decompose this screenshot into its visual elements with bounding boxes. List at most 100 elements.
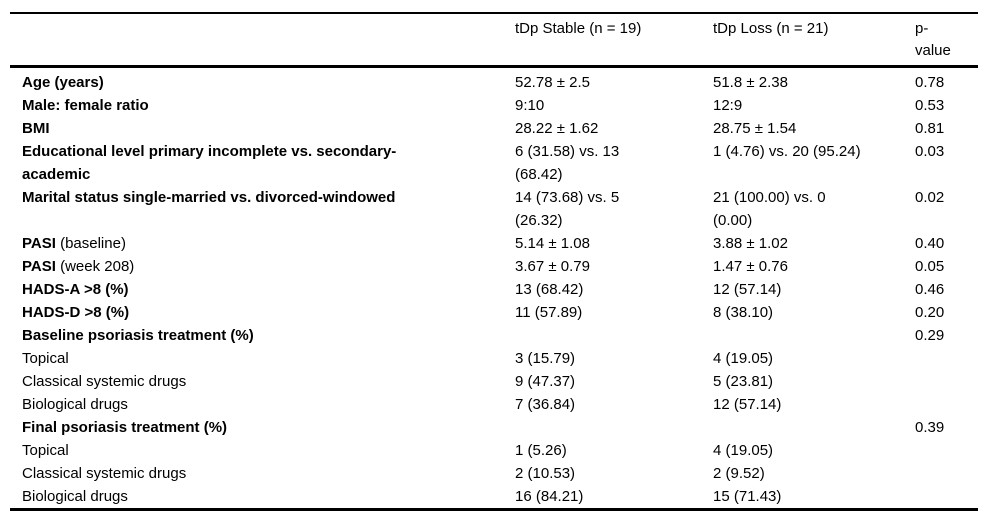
p-value-cell: 0.78 [915, 74, 945, 91]
col-header-p-value: p- value [915, 13, 978, 68]
stable-value-cell [515, 324, 713, 347]
p-value-cell [915, 393, 978, 416]
loss-value-cell: 8 (38.10) [713, 304, 774, 321]
row-label-bold: HADS-D >8 (%) [22, 304, 130, 321]
p-value-cell: 0.53 [915, 97, 945, 114]
stable-value-cell: 3 (15.79) [515, 350, 576, 367]
stable-value-cell: 14 (73.68) vs. 5 (26.32) [515, 189, 620, 229]
row-label-cell: Educational level primary incomplete vs.… [10, 140, 515, 186]
stable-value-cell [515, 416, 713, 439]
col-header-tdp-stable: tDp Stable (n = 19) [515, 13, 713, 68]
loss-value-cell: 3.88 ± 1.02 [713, 235, 788, 252]
table-row: Baseline psoriasis treatment (%) 0.29 [10, 324, 978, 347]
stable-value-cell: 6 (31.58) vs. 13 (68.42) [515, 143, 620, 183]
row-label-rest: Topical [22, 442, 69, 459]
p-value-cell [915, 485, 978, 510]
row-label-cell: Classical systemic drugs [10, 370, 515, 393]
loss-value-cell [713, 416, 915, 439]
loss-value-cell: 4 (19.05) [713, 442, 774, 459]
row-label-bold: Marital status single-married vs. divorc… [22, 189, 396, 206]
row-label-rest: Topical [22, 350, 69, 367]
stable-value-cell: 5.14 ± 1.08 [515, 235, 590, 252]
row-label-bold: Baseline psoriasis treatment (%) [22, 327, 254, 344]
stable-value-cell: 9 (47.37) [515, 373, 576, 390]
table-row: Biological drugs 16 (84.21) 15 (71.43) [10, 485, 978, 510]
p-value-cell: 0.40 [915, 235, 945, 252]
col-header-tdp-loss: tDp Loss (n = 21) [713, 13, 915, 68]
header-row: tDp Stable (n = 19) tDp Loss (n = 21) p-… [10, 13, 978, 68]
row-label-bold: Final psoriasis treatment (%) [22, 419, 228, 436]
comparison-table: tDp Stable (n = 19) tDp Loss (n = 21) p-… [10, 12, 978, 511]
p-value-cell [915, 462, 978, 485]
table-row: Classical systemic drugs 9 (47.37) 5 (23.8… [10, 370, 978, 393]
loss-value-cell: 12 (57.14) [713, 281, 782, 298]
p-value-cell: 0.81 [915, 120, 945, 137]
stable-value-cell: 16 (84.21) [515, 488, 584, 505]
p-value-cell: 0.03 [915, 143, 945, 160]
stable-value-cell: 9:10 [515, 97, 545, 114]
stable-value-cell: 13 (68.42) [515, 281, 584, 298]
row-label-cell: PASI (week 208) [10, 255, 515, 278]
table-row: PASI (baseline) 5.14 ± 1.08 3.88 ± 1.02 0.4… [10, 232, 978, 255]
loss-value-cell: 12 (57.14) [713, 396, 782, 413]
p-value-cell: 0.05 [915, 258, 945, 275]
stable-value-cell: 2 (10.53) [515, 465, 576, 482]
row-label-cell: Male: female ratio [10, 94, 515, 117]
p-value-cell [915, 370, 978, 393]
loss-value-cell: 12:9 [713, 97, 743, 114]
table-body: Age (years) 52.78 ± 2.5 51.8 ± 2.38 0.78 Mal… [10, 67, 978, 510]
stable-value-cell: 3.67 ± 0.79 [515, 258, 590, 275]
table-row: PASI (week 208) 3.67 ± 0.79 1.47 ± 0.76 0.0… [10, 255, 978, 278]
table-row: BMI 28.22 ± 1.62 28.75 ± 1.54 0.81 [10, 117, 978, 140]
row-label-bold: Male: female ratio [22, 97, 149, 114]
table-row: Topical 1 (5.26) 4 (19.05) [10, 439, 978, 462]
table-row: Age (years) 52.78 ± 2.5 51.8 ± 2.38 0.78 [10, 67, 978, 95]
row-label-cell: Baseline psoriasis treatment (%) [10, 324, 515, 347]
row-label-rest: (baseline) [55, 235, 126, 252]
p-value-cell: 0.20 [915, 304, 945, 321]
row-label-cell: HADS-D >8 (%) [10, 301, 515, 324]
row-label-bold: PASI [22, 235, 56, 252]
p-value-cell: 0.02 [915, 189, 945, 206]
col-header-variable [10, 13, 515, 68]
loss-value-cell: 4 (19.05) [713, 350, 774, 367]
row-label-rest: (week 208) [55, 258, 135, 275]
row-label-cell: Classical systemic drugs [10, 462, 515, 485]
stable-value-cell: 11 (57.89) [515, 304, 583, 321]
row-label-cell: Marital status single-married vs. divorc… [10, 186, 515, 232]
row-label-rest: Classical systemic drugs [22, 373, 187, 390]
table-row: Marital status single-married vs. divorc… [10, 186, 978, 232]
row-label-bold: PASI [22, 258, 56, 275]
p-value-cell [915, 439, 978, 462]
table-row: Classical systemic drugs 2 (10.53) 2 (9.52… [10, 462, 978, 485]
p-value-cell: 0.39 [915, 419, 945, 436]
loss-value-cell: 15 (71.43) [713, 488, 782, 505]
row-label-rest: Biological drugs [22, 488, 128, 505]
p-value-cell: 0.46 [915, 281, 945, 298]
table-row: Final psoriasis treatment (%) 0.39 [10, 416, 978, 439]
row-label-rest: Biological drugs [22, 396, 128, 413]
row-label-bold: BMI [22, 120, 50, 137]
row-label-rest: Classical systemic drugs [22, 465, 187, 482]
loss-value-cell: 21 (100.00) vs. 0 (0.00) [713, 189, 826, 229]
row-label-cell: Final psoriasis treatment (%) [10, 416, 515, 439]
p-value-cell: 0.29 [915, 327, 945, 344]
row-label-bold: Age (years) [22, 74, 104, 91]
table-row: HADS-A >8 (%) 13 (68.42) 12 (57.14) 0.46 [10, 278, 978, 301]
stable-value-cell: 7 (36.84) [515, 396, 576, 413]
table-row: Male: female ratio 9:10 12:9 0.53 [10, 94, 978, 117]
table-row: Educational level primary incomplete vs.… [10, 140, 978, 186]
row-label-cell: PASI (baseline) [10, 232, 515, 255]
stable-value-cell: 52.78 ± 2.5 [515, 74, 590, 91]
table-row: HADS-D >8 (%) 11 (57.89) 8 (38.10) 0.20 [10, 301, 978, 324]
loss-value-cell: 1.47 ± 0.76 [713, 258, 788, 275]
row-label-cell: Topical [10, 439, 515, 462]
row-label-bold: HADS-A >8 (%) [22, 281, 129, 298]
loss-value-cell: 5 (23.81) [713, 373, 774, 390]
loss-value-cell: 51.8 ± 2.38 [713, 74, 788, 91]
row-label-cell: Biological drugs [10, 485, 515, 510]
row-label-cell: HADS-A >8 (%) [10, 278, 515, 301]
stable-value-cell: 1 (5.26) [515, 442, 567, 459]
loss-value-cell [713, 324, 915, 347]
